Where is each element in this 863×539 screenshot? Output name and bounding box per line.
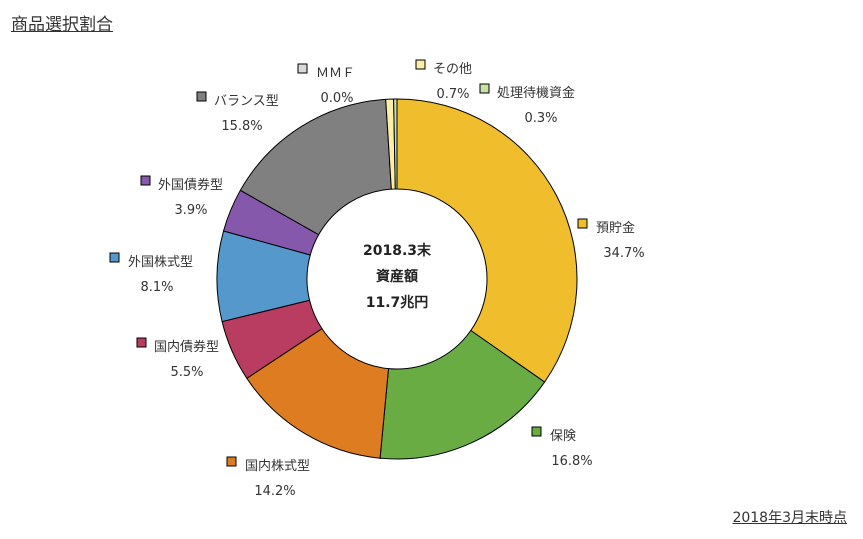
center-label-line-1: 2018.3末 [363, 242, 432, 259]
page-title: 商品選択割合 [11, 15, 113, 35]
legend-labels: 預貯金 34.7% 保険 16.8% 国内株式型 14.2% 国内債券型 5.5% 外国株式型 8… [109, 59, 645, 499]
data-label-2: 16.8% [551, 454, 592, 469]
data-label-10: 0.3% [524, 111, 557, 126]
data-label-6: 3.9% [174, 203, 207, 218]
legend-name-4: 国内債券型 [154, 339, 219, 355]
legend-name-3: 国内株式型 [245, 458, 310, 474]
legend-swatch-4 [136, 337, 147, 348]
legend-swatch-2 [531, 426, 542, 437]
data-label-5: 8.1% [140, 280, 173, 295]
data-label-3: 14.2% [254, 484, 295, 499]
legend-swatch-7 [196, 91, 207, 102]
legend-swatch-6 [140, 175, 151, 186]
data-label-7: 15.8% [221, 119, 262, 134]
legend-name-7: バランス型 [214, 94, 279, 109]
legend-name-5: 外国株式型 [128, 255, 193, 270]
legend-swatch-3 [226, 456, 237, 467]
legend-name-8: ＭＭＦ [316, 66, 355, 81]
legend-name-2: 保険 [550, 429, 576, 444]
legend-name-6: 外国債券型 [158, 177, 223, 193]
legend-swatch-9 [415, 59, 426, 70]
data-label-8: 0.0% [320, 91, 353, 106]
donut-slices [216, 98, 578, 460]
center-label-line-3: 11.7兆円 [366, 295, 429, 311]
as-of-date: 2018年3月末時点 [732, 510, 847, 526]
data-label-1: 34.7% [603, 246, 644, 261]
data-label-4: 5.5% [170, 365, 203, 380]
legend-name-10: 処理待機資金 [497, 85, 575, 101]
center-label-line-2: 資産額 [376, 268, 418, 285]
slice-10 [393, 98, 398, 190]
legend-name-1: 預貯金 [596, 220, 635, 236]
legend-swatch-5 [109, 252, 120, 263]
legend-swatch-10 [479, 83, 490, 94]
legend-swatch-1 [577, 218, 588, 229]
legend-name-9: その他 [433, 62, 472, 77]
slice-1 [396, 98, 578, 383]
legend-swatch-8 [297, 63, 308, 74]
data-label-9: 0.7% [436, 87, 469, 102]
